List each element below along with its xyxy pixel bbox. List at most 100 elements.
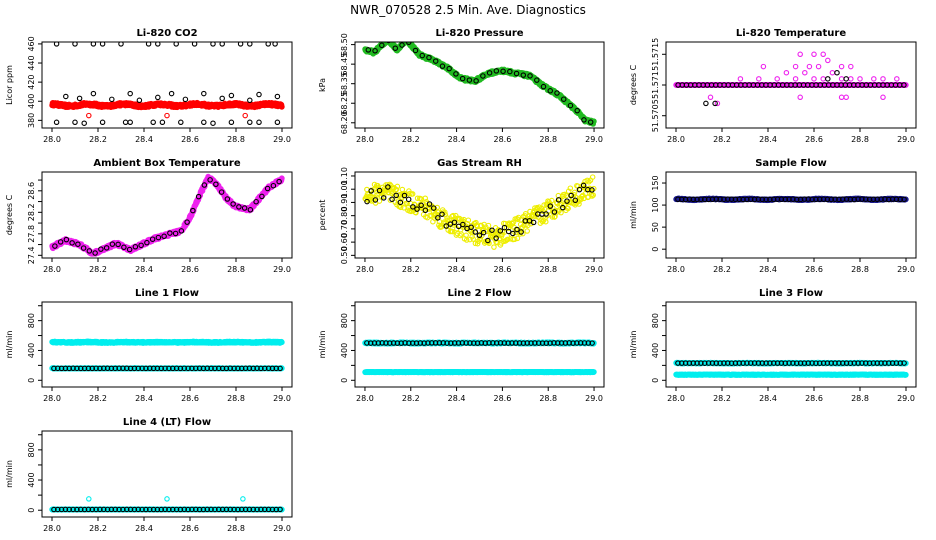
data-point bbox=[446, 65, 452, 72]
data-point bbox=[838, 76, 845, 82]
x-tick-label: 28.0 bbox=[667, 135, 685, 144]
data-point bbox=[201, 90, 207, 97]
data-point bbox=[172, 230, 179, 237]
data-point bbox=[528, 220, 534, 227]
plot-area bbox=[362, 42, 597, 127]
series-lo-ref bbox=[703, 69, 849, 107]
data-point bbox=[191, 42, 198, 47]
panel-title: Sample Flow bbox=[755, 158, 827, 169]
series-lo bbox=[707, 94, 886, 107]
data-point bbox=[759, 196, 765, 203]
data-point bbox=[549, 197, 555, 204]
data-point bbox=[530, 219, 537, 226]
y-axis-label: degrees C bbox=[629, 64, 638, 105]
series-cal bbox=[86, 112, 248, 119]
data-point bbox=[469, 230, 476, 236]
data-point bbox=[53, 42, 60, 47]
data-point bbox=[256, 119, 262, 126]
data-point bbox=[520, 72, 527, 78]
data-point bbox=[364, 198, 370, 205]
panel-title: Ambient Box Temperature bbox=[93, 158, 240, 169]
data-point bbox=[397, 199, 404, 206]
data-point bbox=[155, 42, 161, 47]
data-point bbox=[405, 196, 412, 203]
data-point bbox=[150, 119, 156, 126]
data-point bbox=[712, 100, 718, 107]
x-tick-label: 28.0 bbox=[356, 135, 374, 144]
data-point bbox=[786, 196, 792, 203]
data-point bbox=[889, 196, 896, 202]
data-point bbox=[843, 196, 850, 202]
data-point bbox=[836, 196, 842, 203]
data-point bbox=[815, 63, 822, 70]
data-point bbox=[63, 236, 70, 243]
data-point bbox=[527, 73, 533, 79]
data-point bbox=[893, 196, 900, 203]
y-tick-label: 68.20 bbox=[340, 111, 349, 134]
data-point bbox=[173, 42, 179, 47]
data-point bbox=[399, 42, 405, 48]
data-point bbox=[380, 195, 387, 201]
data-point bbox=[259, 193, 265, 200]
y-tick-label: 460 bbox=[27, 36, 36, 51]
data-point bbox=[870, 196, 877, 203]
data-point bbox=[159, 119, 166, 126]
series-ref bbox=[364, 182, 595, 244]
data-point bbox=[580, 182, 587, 189]
data-point bbox=[505, 228, 512, 235]
panel-title: Li-820 Pressure bbox=[435, 28, 523, 39]
data-point bbox=[848, 63, 854, 70]
y-tick-label: 27.8 bbox=[27, 225, 36, 243]
data-point bbox=[783, 69, 790, 76]
data-point bbox=[581, 117, 587, 123]
data-point bbox=[678, 196, 685, 203]
data-point bbox=[558, 209, 564, 216]
data-point bbox=[431, 206, 438, 212]
data-point bbox=[365, 47, 372, 53]
y-tick-label: 28.6 bbox=[27, 182, 36, 200]
x-tick-label: 28.8 bbox=[539, 135, 557, 144]
panel-title: Gas Stream RH bbox=[437, 158, 522, 169]
data-point bbox=[86, 248, 93, 254]
data-point bbox=[368, 188, 374, 194]
data-point bbox=[385, 184, 391, 190]
data-point bbox=[480, 229, 487, 236]
plot-frame bbox=[354, 41, 605, 129]
y-tick-label: 420 bbox=[27, 74, 36, 89]
data-point bbox=[99, 119, 106, 126]
data-point bbox=[397, 204, 404, 211]
data-point bbox=[493, 68, 500, 74]
data-point bbox=[126, 246, 133, 253]
data-point bbox=[404, 42, 408, 43]
data-point bbox=[451, 219, 458, 226]
data-point bbox=[184, 219, 190, 225]
data-point bbox=[144, 239, 150, 246]
data-point bbox=[399, 186, 406, 193]
data-point bbox=[460, 221, 466, 228]
data-point bbox=[774, 76, 780, 82]
data-point bbox=[813, 196, 819, 203]
x-tick-label: 29.0 bbox=[273, 265, 291, 274]
series-fill bbox=[362, 174, 597, 250]
data-point bbox=[797, 196, 804, 203]
data-point bbox=[589, 187, 595, 193]
data-point bbox=[736, 196, 742, 203]
data-point bbox=[880, 76, 886, 82]
data-point bbox=[372, 197, 379, 203]
data-point bbox=[874, 196, 880, 203]
y-tick-label: 68.35 bbox=[340, 72, 349, 95]
data-point bbox=[778, 196, 785, 203]
data-point bbox=[364, 186, 370, 193]
data-point bbox=[422, 207, 429, 214]
data-point bbox=[426, 54, 432, 61]
data-point bbox=[201, 182, 208, 188]
x-tick-label: 28.4 bbox=[135, 135, 153, 144]
y-tick-label: 51.5715 bbox=[651, 38, 660, 71]
data-point bbox=[698, 196, 704, 203]
data-point bbox=[72, 119, 78, 126]
series-ref bbox=[52, 177, 282, 256]
data-point bbox=[75, 241, 81, 247]
data-point bbox=[717, 196, 723, 203]
data-point bbox=[504, 236, 511, 243]
data-point bbox=[439, 63, 446, 69]
